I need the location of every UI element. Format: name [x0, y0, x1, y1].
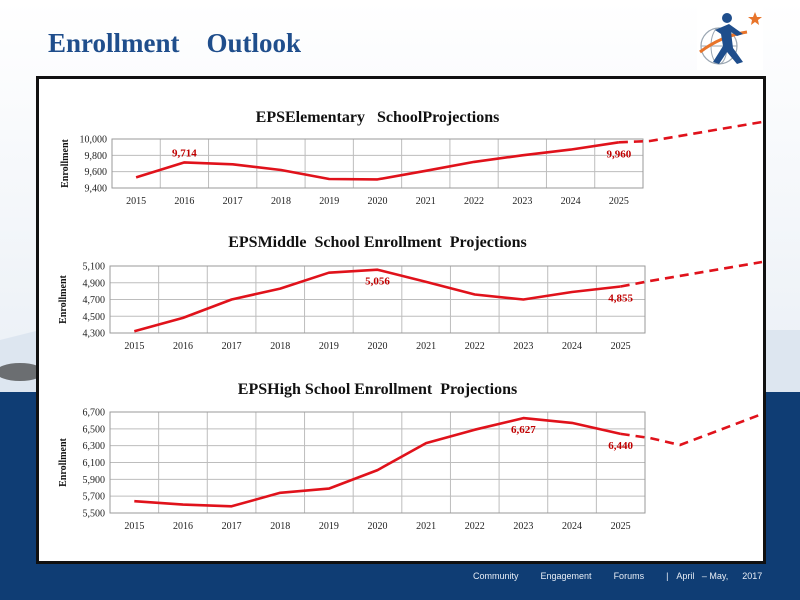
y-axis-label: Enrollment: [60, 138, 71, 187]
plot-area-border: [109, 411, 646, 514]
x-tick-label: 2015: [124, 521, 144, 532]
x-tick-label: 2024: [561, 196, 581, 207]
x-tick-label: 2022: [465, 521, 485, 532]
x-tick-label: 2023: [512, 196, 532, 207]
plot-area-border: [109, 265, 646, 334]
x-tick-label: 2019: [319, 196, 339, 207]
x-tick-label: 2025: [609, 196, 629, 207]
x-tick-label: 2018: [270, 521, 290, 532]
x-tick-label: 2016: [173, 521, 193, 532]
chart-title: EPSElementary SchoolProjections: [256, 109, 500, 126]
series-line: [135, 141, 620, 181]
trend-extension-line: [618, 120, 763, 144]
x-tick-label: 2017: [222, 521, 242, 532]
y-tick-label: 9,800: [85, 151, 108, 162]
y-tick-label: 4,300: [83, 329, 106, 340]
x-tick-label: 2016: [174, 196, 194, 207]
y-tick-label: 5,700: [83, 492, 106, 503]
y-tick-label: 4,500: [83, 312, 106, 323]
y-tick-label: 5,900: [83, 475, 106, 486]
x-tick-label: 2016: [173, 341, 193, 352]
x-tick-label: 2019: [319, 521, 339, 532]
y-tick-label: 6,500: [83, 424, 106, 435]
data-label: 9,960: [606, 148, 631, 160]
y-tick-label: 9,600: [85, 167, 108, 178]
x-tick-label: 2017: [222, 341, 242, 352]
y-tick-label: 5,100: [83, 262, 106, 273]
x-tick-label: 2015: [126, 196, 146, 207]
footer-year: 2017: [742, 571, 763, 581]
slide-title: Enrollment Outlook: [48, 28, 302, 58]
chart-1: EPSElementary SchoolProjections 9,400 9,60…: [60, 109, 763, 207]
footer-engagement: Engagement: [540, 571, 592, 581]
y-axis-label: Enrollment: [58, 437, 69, 486]
footer-forums: Forums: [613, 571, 645, 581]
data-label: 6,440: [608, 440, 633, 452]
x-tick-label: 2017: [223, 196, 243, 207]
shadow-blob: [0, 363, 44, 381]
x-tick-label: 2020: [368, 521, 388, 532]
x-tick-label: 2023: [513, 341, 533, 352]
x-tick-label: 2024: [562, 521, 582, 532]
series-line: [133, 268, 621, 333]
y-tick-label: 10,000: [80, 135, 108, 146]
x-tick-label: 2025: [611, 341, 631, 352]
chart-title: EPSHigh School Enrollment Projections: [238, 381, 517, 398]
y-tick-label: 6,100: [83, 458, 106, 469]
footer-separator: |: [666, 571, 669, 581]
footer-date: April – May,: [676, 571, 729, 581]
x-tick-label: 2015: [124, 341, 144, 352]
data-label: 6,627: [511, 424, 536, 436]
chart-panel: [36, 76, 766, 564]
x-tick-label: 2023: [513, 521, 533, 532]
x-tick-label: 2021: [416, 341, 436, 352]
x-tick-label: 2019: [319, 341, 339, 352]
person-globe-star-icon: [697, 6, 763, 70]
x-tick-label: 2018: [270, 341, 290, 352]
chart-2: EPSMiddle School Enrollment Projections 4…: [58, 234, 763, 352]
plot-area-border: [111, 138, 644, 189]
x-tick-label: 2022: [465, 341, 485, 352]
y-tick-label: 6,700: [83, 408, 106, 419]
x-tick-label: 2018: [271, 196, 291, 207]
x-tick-label: 2025: [611, 521, 631, 532]
trend-extension-line: [620, 412, 763, 447]
y-tick-label: 4,900: [83, 278, 106, 289]
chart-3: EPSHigh School Enrollment Projections 5,5…: [58, 381, 763, 532]
data-label: 4,855: [608, 293, 633, 305]
chart-title: EPSMiddle School Enrollment Projections: [228, 234, 527, 251]
y-tick-label: 9,400: [85, 184, 108, 195]
x-tick-label: 2022: [464, 196, 484, 207]
y-axis-label: Enrollment: [58, 274, 69, 323]
data-label: 5,056: [365, 276, 390, 288]
y-tick-label: 4,700: [83, 295, 106, 306]
x-tick-label: 2021: [416, 521, 436, 532]
series-line: [134, 416, 621, 508]
x-tick-label: 2021: [416, 196, 436, 207]
y-tick-label: 6,300: [83, 441, 106, 452]
x-tick-label: 2020: [368, 196, 388, 207]
trend-extension-line: [620, 260, 763, 288]
data-label: 9,714: [172, 147, 197, 159]
x-tick-label: 2020: [368, 341, 388, 352]
y-tick-label: 5,500: [83, 509, 106, 520]
x-tick-label: 2024: [562, 341, 582, 352]
footer: Community Engagement Forums | April – Ma…: [473, 571, 784, 581]
footer-community: Community: [473, 571, 519, 581]
